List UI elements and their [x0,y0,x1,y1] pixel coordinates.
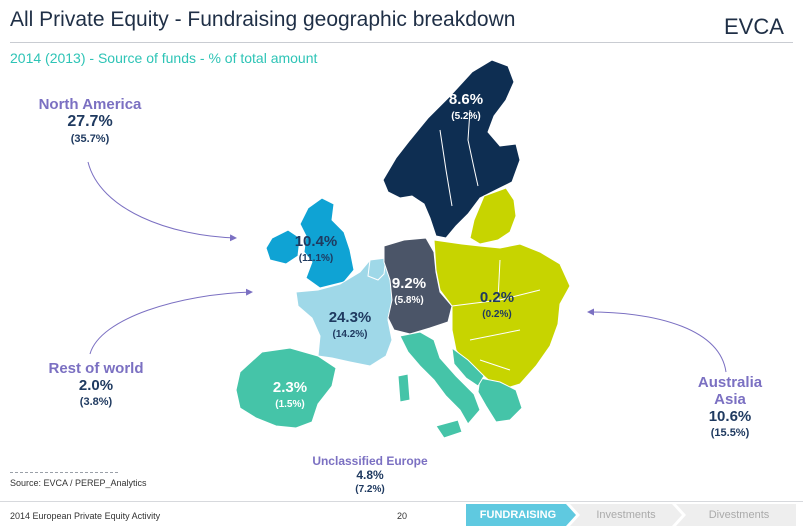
border-line [451,259,541,371]
map-region-sicily [435,419,463,439]
page-number: 20 [397,511,408,521]
unclassified-europe-value-prev: (7.2%) [355,484,385,495]
rest-of-world-label: Rest of world [48,360,144,377]
logo-text: EVCA [724,14,784,39]
unclassified-europe-label: Unclassified Europe [312,454,428,468]
australia-asia-value-prev: (15.5%) [710,427,750,439]
tab-investments[interactable]: Investments [596,509,656,521]
map-region-greece [477,377,523,423]
uk-value: 10.4% [295,233,338,250]
southern-value: 2.3% [273,379,307,396]
map-region-benelux [367,257,387,281]
map-region-sardinia [397,373,411,403]
footer-report-title: 2014 European Private Equity Activity [10,511,161,521]
rest-of-world-value: 2.0% [78,377,114,394]
dach-value: 9.2% [392,275,426,292]
uk-value-prev: (11.1%) [299,253,333,264]
france-value: 24.3% [329,309,372,326]
australia-label: Australia [697,374,763,391]
map-region-iberia [235,347,337,429]
border-line [439,129,453,207]
rest-of-world-annotation: Rest of world 2.0% (3.8%) [36,360,156,408]
tab-fundraising[interactable]: FUNDRAISING [479,509,557,521]
north-america-value-prev: (35.7%) [70,133,110,145]
source-divider [10,472,118,473]
north-america-annotation: North America 27.7% (35.7%) [28,96,152,145]
rest-of-world-arrow [89,288,253,355]
section-tabs: FUNDRAISING Investments Divestments [466,504,796,526]
map-region-cee [433,239,571,391]
footer-divider [0,501,803,502]
tab-divestments[interactable]: Divestments [708,509,770,521]
australia-asia-value: 10.6% [708,408,752,425]
source-note: Source: EVCA / PEREP_Analytics [10,478,147,488]
page-title: All Private Equity - Fundraising geograp… [10,8,516,31]
dach-value-prev: (5.8%) [394,295,423,306]
north-america-value: 27.7% [67,113,113,130]
cee-value: 0.2% [480,289,514,306]
australia-asia-arrow [587,308,727,373]
nordics-value: 8.6% [449,91,483,108]
north-america-arrow [87,161,237,242]
cee-value-prev: (0.2%) [482,309,511,320]
unclassified-europe-value: 4.8% [356,468,384,482]
map-region-france-benelux [295,259,393,367]
map-region-nordics [382,59,521,239]
tabs-background [466,504,796,526]
southern-value-prev: (1.5%) [275,399,304,410]
north-america-label: North America [38,96,142,113]
france-value-prev: (14.2%) [332,329,367,340]
map-region-ireland [265,229,301,265]
unclassified-europe-annotation: Unclassified Europe 4.8% (7.2%) [300,454,440,495]
evca-logo: EVCA [724,14,784,39]
asia-label: Asia [714,391,746,408]
title-divider [10,42,793,43]
border-line [467,109,479,187]
map-region-balkans [451,346,485,387]
map-region-baltics [469,187,517,245]
map-region-italy [399,331,481,425]
nordics-value-prev: (5.2%) [451,111,480,122]
page-subtitle: 2014 (2013) - Source of funds - % of tot… [10,50,318,66]
rest-of-world-value-prev: (3.8%) [79,396,113,408]
australia-asia-annotation: Australia Asia 10.6% (15.5%) [680,374,780,439]
